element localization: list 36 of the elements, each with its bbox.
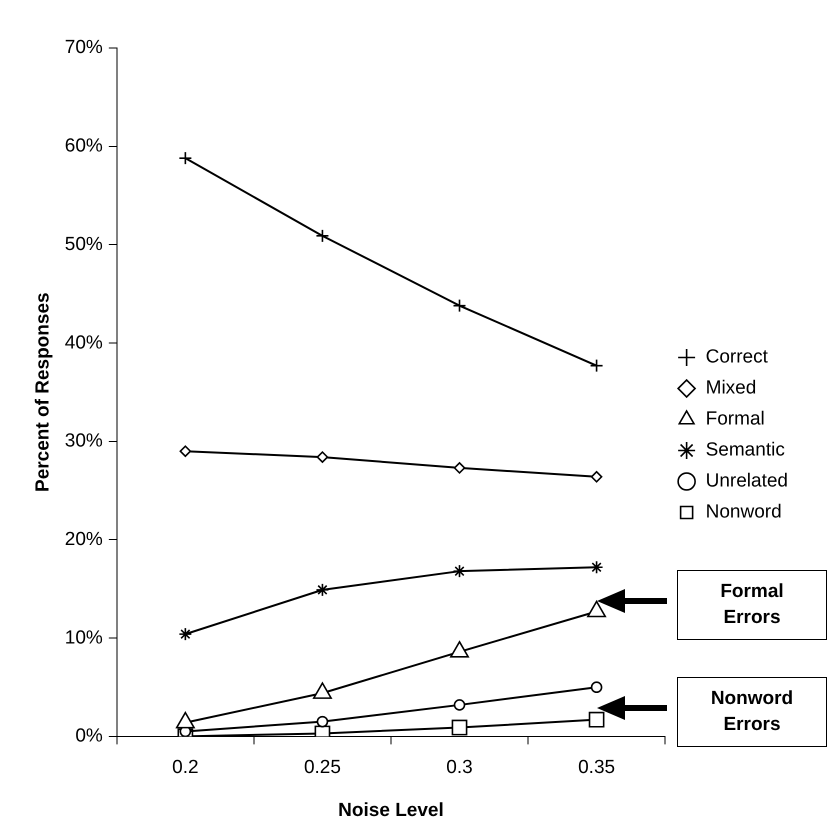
y-tick-label: 0% — [75, 726, 103, 747]
y-tick-label: 20% — [64, 528, 103, 550]
point — [316, 451, 328, 463]
point — [588, 712, 604, 728]
y-tick-label: 70% — [64, 37, 103, 58]
x-tick-label: 0.35 — [578, 757, 616, 778]
y-tick-label: 50% — [64, 234, 103, 255]
note-box: Formal Errors — [677, 570, 827, 640]
x-tick-label: 0.2 — [172, 757, 199, 778]
point — [452, 720, 468, 736]
legend-label: Unrelated — [706, 470, 788, 492]
point — [178, 627, 192, 641]
legend-label: Nonword — [706, 502, 782, 523]
legend-label: Correct — [706, 346, 769, 368]
note-box: Nonword Errors — [677, 677, 827, 748]
y-axis-title: Percent of Responses — [32, 292, 54, 492]
point — [454, 699, 466, 711]
point — [316, 716, 328, 728]
legend-label: Semantic — [706, 440, 785, 461]
point — [590, 470, 602, 483]
point — [180, 445, 192, 458]
point — [316, 583, 330, 597]
y-tick-label: 40% — [64, 332, 103, 354]
y-tick-label: 30% — [64, 430, 103, 452]
y-tick-label: 10% — [64, 627, 103, 648]
point — [452, 564, 466, 578]
point — [590, 681, 602, 694]
y-tick-label: 60% — [64, 136, 103, 157]
legend-label: Formal — [706, 408, 765, 430]
x-tick-label: 0.25 — [304, 757, 341, 778]
point — [590, 560, 604, 574]
legend-label: Mixed — [706, 378, 756, 399]
x-tick-label: 0.3 — [446, 757, 473, 778]
point — [454, 462, 466, 474]
point — [178, 151, 192, 165]
x-axis-title: Noise Level — [338, 800, 444, 821]
